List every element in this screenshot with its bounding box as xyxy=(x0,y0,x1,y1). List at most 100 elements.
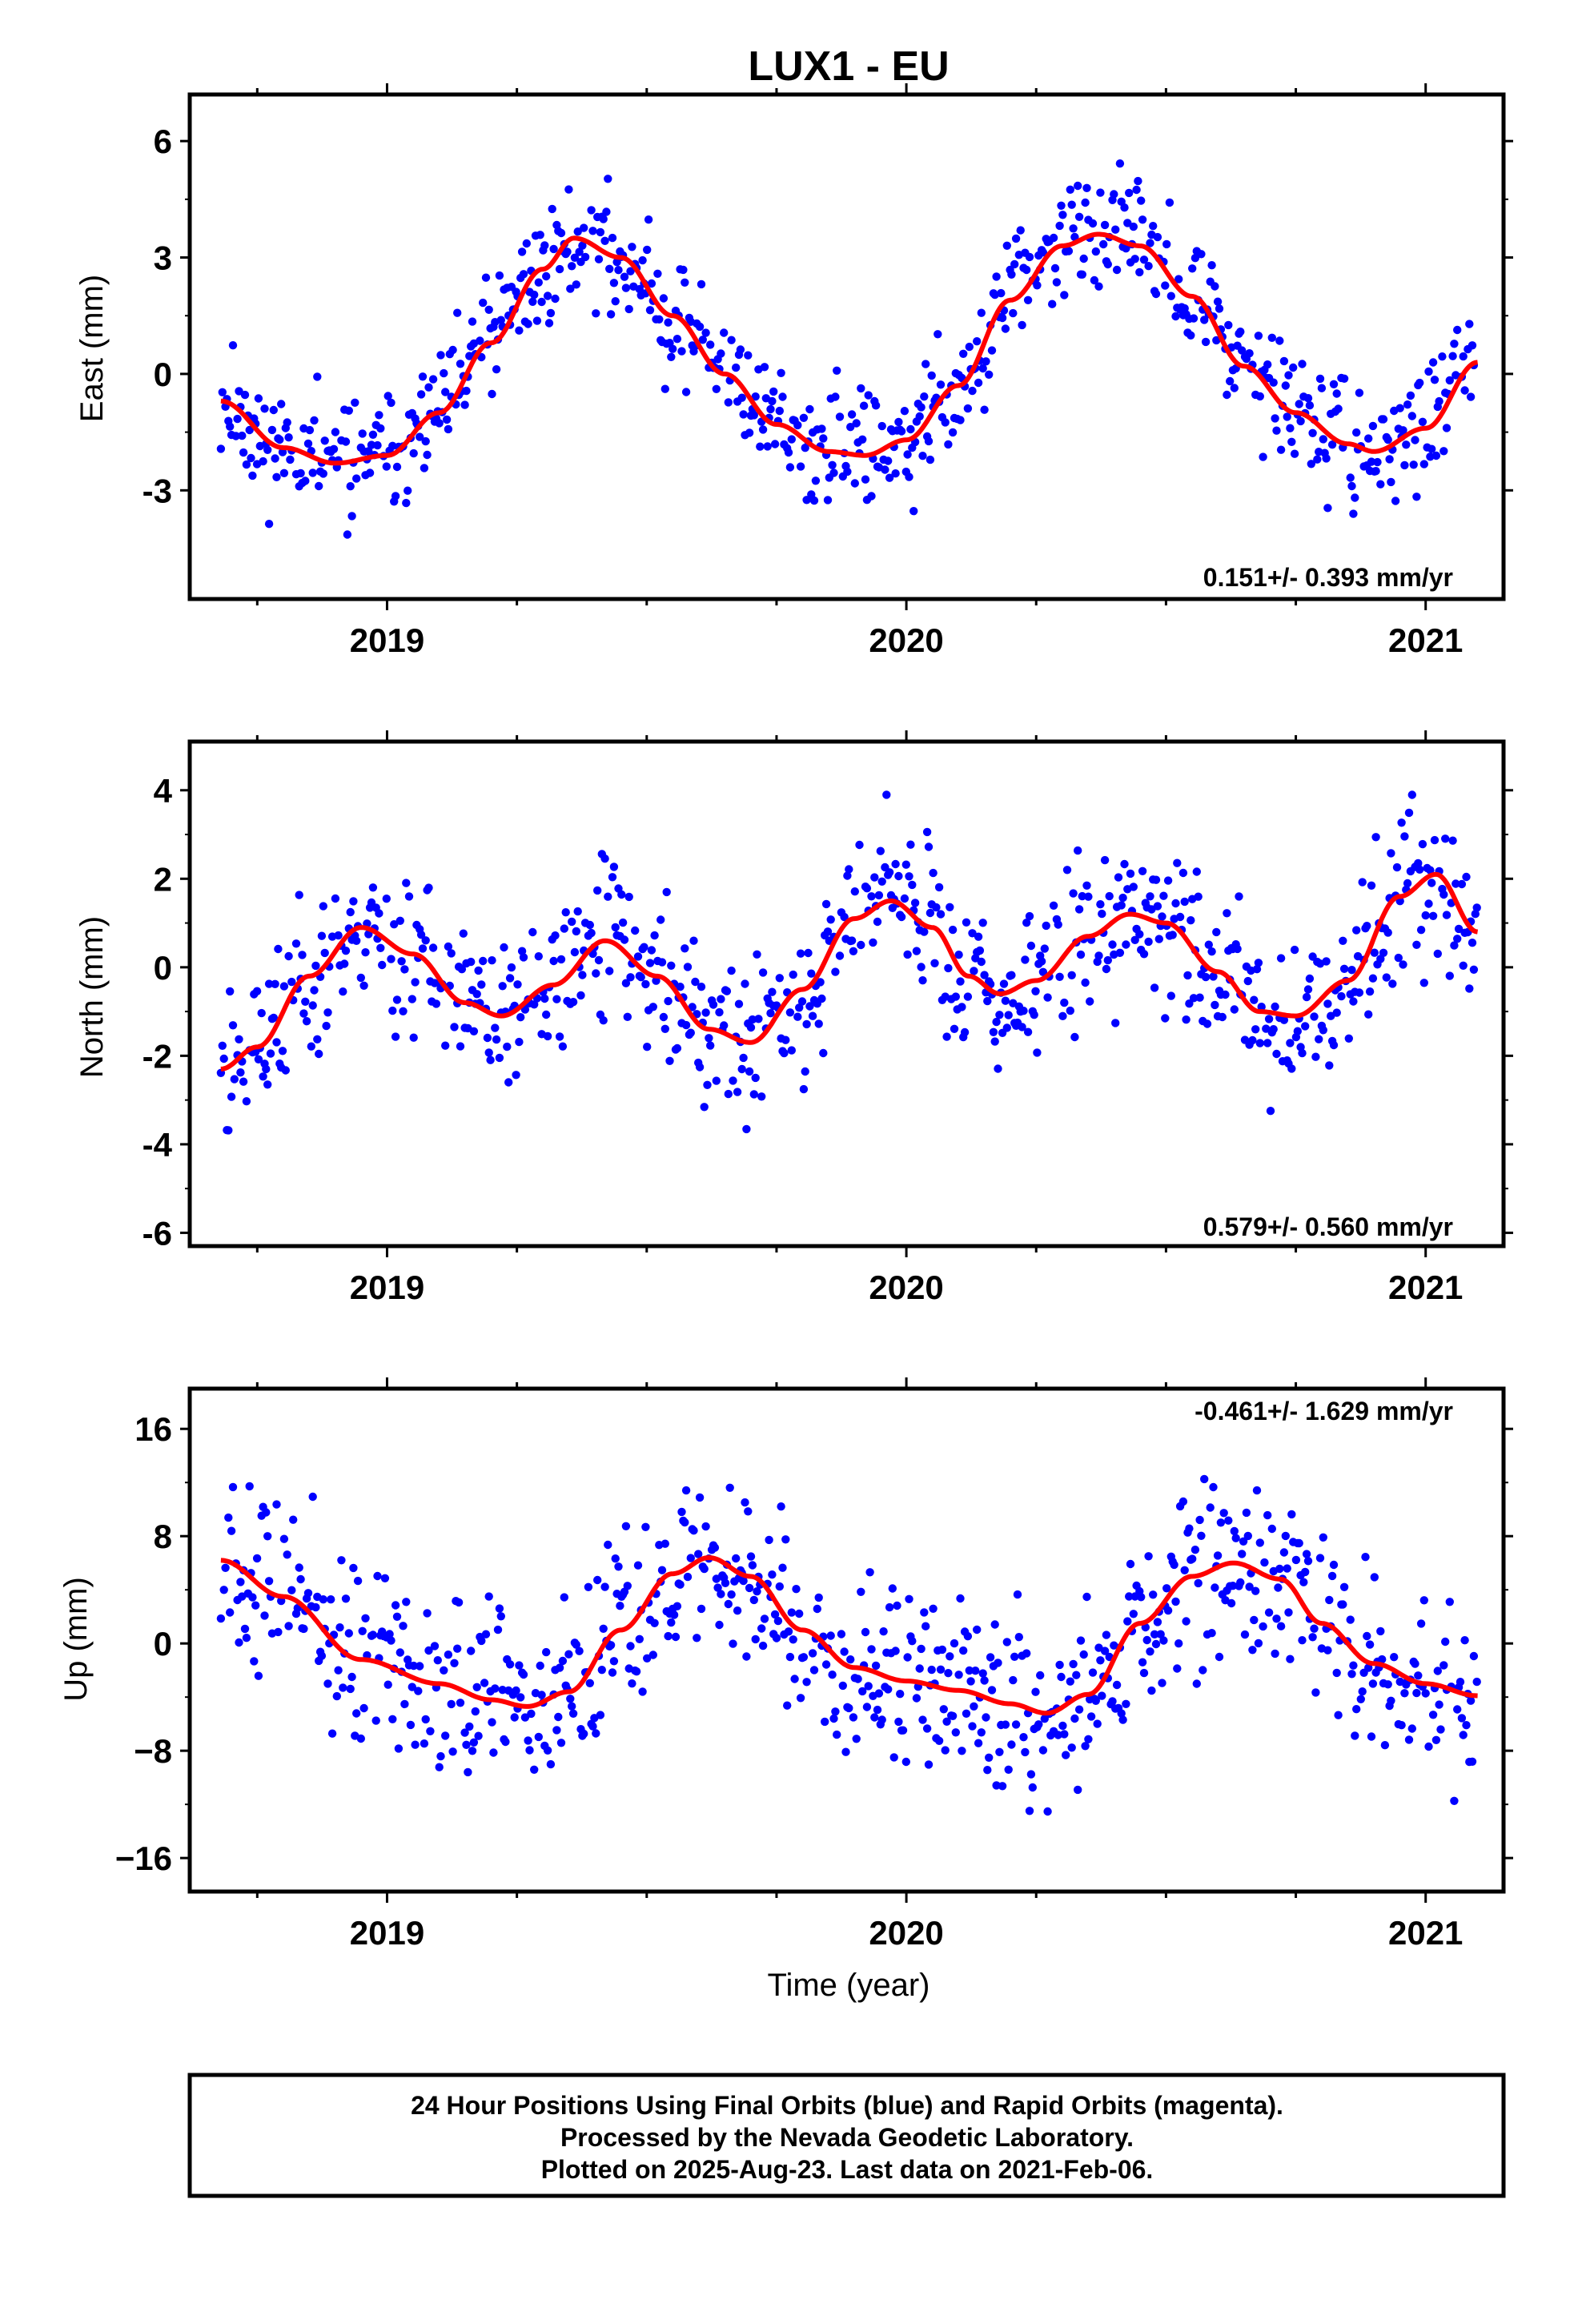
data-point xyxy=(1383,1680,1392,1689)
data-point xyxy=(471,1707,480,1716)
data-point xyxy=(1252,965,1262,974)
data-point xyxy=(1040,944,1050,953)
data-point xyxy=(302,1017,311,1026)
data-point xyxy=(1166,991,1176,1000)
data-point xyxy=(1054,1731,1062,1739)
data-point xyxy=(962,1709,971,1718)
up-y-tick-label: 16 xyxy=(135,1410,172,1448)
data-point xyxy=(1383,928,1392,937)
data-point xyxy=(849,947,858,956)
up-y-tick-label: −8 xyxy=(134,1732,172,1770)
data-point xyxy=(1100,855,1110,865)
data-point xyxy=(1264,1015,1274,1023)
data-point xyxy=(323,1008,332,1017)
data-point xyxy=(548,204,556,214)
data-point xyxy=(990,1620,999,1629)
data-point xyxy=(477,980,486,989)
data-point xyxy=(516,1693,525,1702)
data-point xyxy=(715,1007,724,1017)
data-point xyxy=(1363,1631,1371,1641)
data-point xyxy=(796,462,805,471)
data-point xyxy=(388,441,397,450)
data-point xyxy=(568,1709,578,1718)
data-point xyxy=(893,1601,901,1610)
data-point xyxy=(677,1507,686,1517)
data-point xyxy=(811,476,821,485)
data-point xyxy=(227,1526,236,1535)
data-point xyxy=(962,918,971,927)
data-point xyxy=(1323,504,1332,513)
data-point xyxy=(703,1080,712,1090)
data-point xyxy=(421,936,430,945)
data-point xyxy=(493,1625,503,1634)
data-point xyxy=(274,944,283,954)
data-point xyxy=(966,1677,975,1686)
data-point xyxy=(1267,1524,1277,1534)
data-point xyxy=(858,1687,867,1696)
data-point xyxy=(568,1702,576,1711)
data-point xyxy=(1102,964,1111,974)
data-point xyxy=(679,265,688,275)
data-point xyxy=(1014,1633,1024,1642)
data-point xyxy=(580,252,590,262)
data-point xyxy=(1385,455,1394,464)
data-point xyxy=(1188,264,1197,273)
data-point xyxy=(572,1640,580,1649)
data-point xyxy=(359,1703,368,1713)
data-point xyxy=(1084,1735,1093,1743)
data-point xyxy=(542,1647,551,1657)
data-point xyxy=(673,335,682,344)
up-x-tick-label: 2021 xyxy=(1388,1914,1463,1952)
data-point xyxy=(340,959,349,968)
data-point xyxy=(459,929,468,938)
data-point xyxy=(1138,866,1147,876)
north-rate-label: 0.579+/- 0.560 mm/yr xyxy=(1203,1212,1453,1241)
data-point xyxy=(597,1666,606,1675)
north-x-tick-label: 2020 xyxy=(869,1269,943,1306)
data-point xyxy=(948,925,958,935)
data-point xyxy=(230,1075,239,1084)
data-point xyxy=(1238,346,1247,355)
data-point xyxy=(1025,1807,1034,1815)
data-point xyxy=(870,873,879,882)
data-point xyxy=(226,987,235,996)
data-point xyxy=(751,1073,760,1083)
data-point xyxy=(240,390,250,400)
data-point xyxy=(1406,391,1415,400)
data-point xyxy=(1076,950,1086,959)
data-point xyxy=(1462,1721,1471,1730)
data-point xyxy=(1295,1538,1303,1548)
data-point xyxy=(867,492,876,501)
data-point xyxy=(896,1690,905,1699)
data-point xyxy=(995,1011,1004,1019)
data-point xyxy=(683,963,693,971)
data-point xyxy=(681,1020,691,1030)
data-point xyxy=(701,1522,710,1531)
data-point xyxy=(1421,1689,1430,1698)
data-point xyxy=(489,1748,498,1757)
data-point xyxy=(753,1587,761,1596)
data-point xyxy=(946,1652,954,1661)
data-point xyxy=(722,987,732,995)
data-point xyxy=(936,910,946,919)
data-point xyxy=(897,912,906,922)
data-point xyxy=(843,467,852,476)
data-point xyxy=(1079,1650,1088,1659)
data-point xyxy=(411,1740,420,1749)
data-point xyxy=(271,979,279,989)
north-y-tick-label: -4 xyxy=(143,1126,173,1164)
data-point xyxy=(1081,1742,1090,1751)
data-point xyxy=(1042,921,1050,931)
data-point xyxy=(920,927,929,936)
data-point xyxy=(789,970,797,979)
data-point xyxy=(855,840,864,850)
data-point xyxy=(1272,1049,1281,1059)
data-point xyxy=(605,264,614,273)
data-point xyxy=(424,1646,433,1655)
data-point xyxy=(989,1027,998,1037)
data-point xyxy=(219,1586,228,1594)
up-points xyxy=(216,1474,1481,1816)
data-point xyxy=(623,1012,632,1022)
data-point xyxy=(1076,1636,1086,1645)
data-point xyxy=(1021,955,1030,964)
